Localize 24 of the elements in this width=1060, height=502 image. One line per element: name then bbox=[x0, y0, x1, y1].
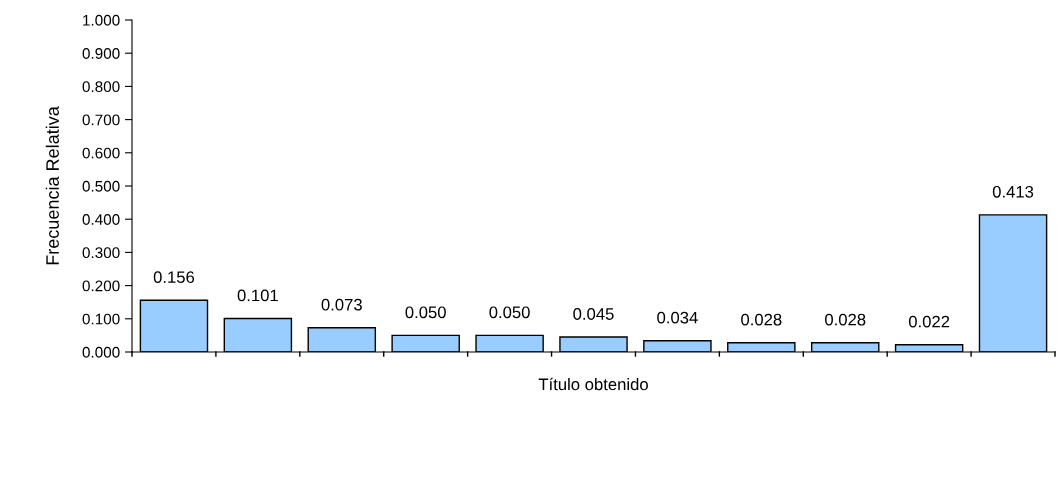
data-label: 0.050 bbox=[405, 306, 446, 319]
data-label: 0.028 bbox=[825, 313, 866, 326]
y-tick-label: 0.200 bbox=[82, 280, 120, 292]
y-tick-label: 0.100 bbox=[82, 313, 120, 325]
data-label: 0.045 bbox=[573, 308, 614, 320]
y-tick-label: 0.800 bbox=[82, 81, 120, 93]
y-tick-label: 0.400 bbox=[82, 214, 120, 225]
data-label: 0.101 bbox=[237, 289, 278, 302]
y-tick-label: 0.600 bbox=[82, 147, 120, 159]
data-label: 0.022 bbox=[908, 315, 950, 328]
y-tick-label: 0.700 bbox=[82, 114, 120, 126]
data-label: 0.073 bbox=[321, 298, 362, 311]
data-label: 0.156 bbox=[153, 271, 195, 284]
y-tick-label: 0.500 bbox=[82, 180, 120, 192]
y-axis-title: Frecuencia Relativa bbox=[45, 106, 59, 265]
y-tick-label: 1.000 bbox=[83, 14, 120, 26]
y-tick-label: 0.300 bbox=[82, 247, 120, 259]
y-tick-label: 0.900 bbox=[82, 48, 120, 59]
y-tick-label: 0.000 bbox=[82, 346, 120, 358]
data-label: 0.034 bbox=[657, 311, 698, 324]
x-axis-title: Título obtenido bbox=[538, 377, 648, 391]
data-label: 0.028 bbox=[741, 313, 782, 326]
data-label: 0.050 bbox=[489, 306, 530, 319]
data-label: 0.413 bbox=[992, 185, 1034, 198]
